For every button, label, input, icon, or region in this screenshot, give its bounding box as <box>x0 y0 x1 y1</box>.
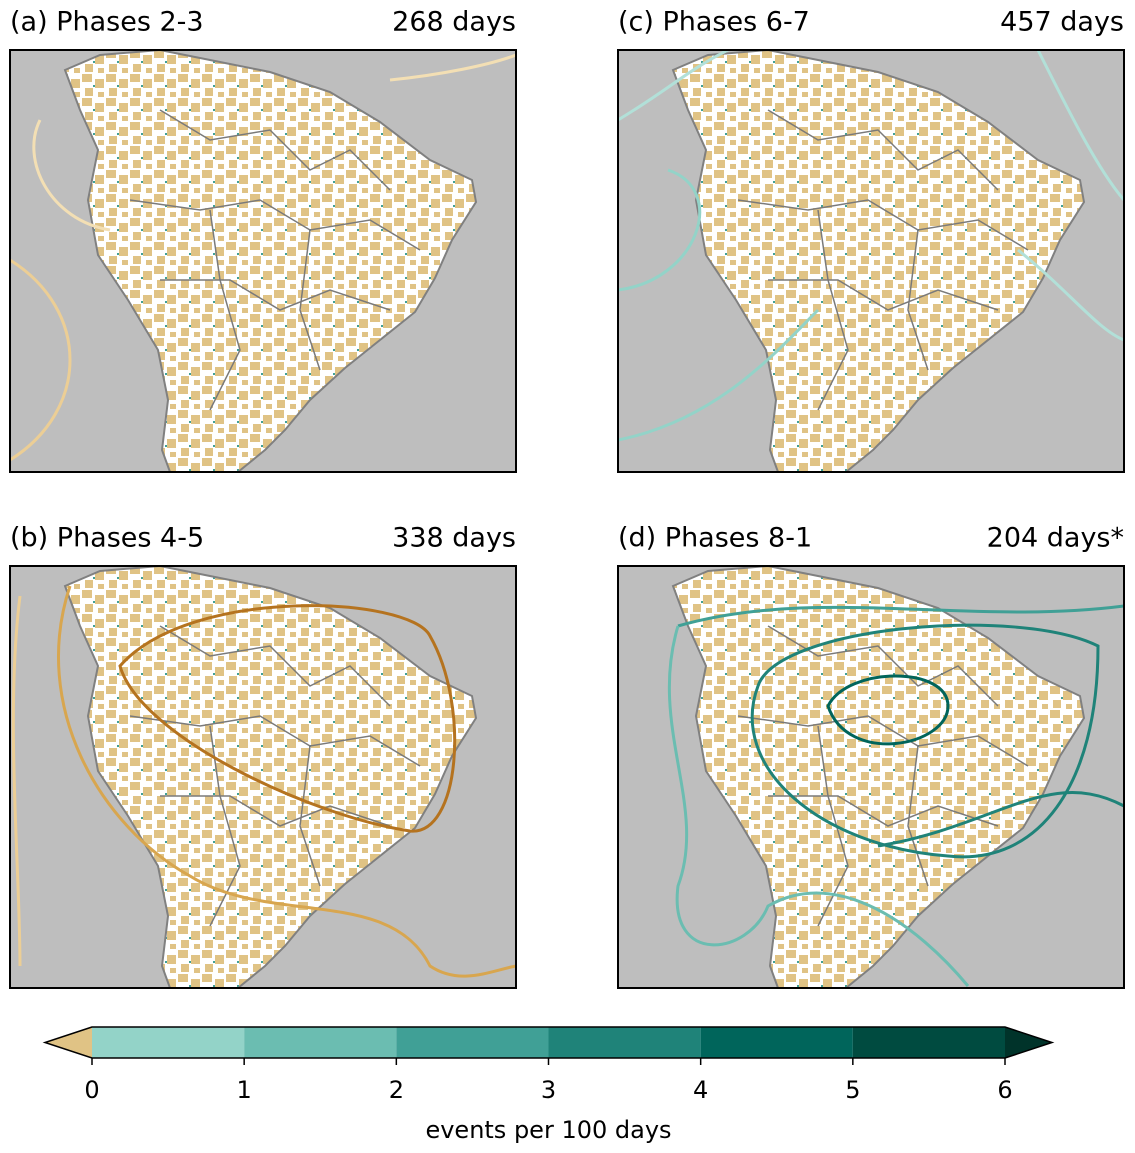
page: (a) Phases 2-3 268 days (b) Phases 4-5 338 … <box>0 0 1135 1153</box>
colorbar-bin <box>396 1027 548 1058</box>
panel-days: 457 days <box>1000 7 1124 38</box>
colorbar-over <box>1005 1027 1052 1058</box>
panel-title: (d) Phases 8-1 <box>618 523 812 554</box>
map-panel <box>10 50 516 472</box>
panel-days: 338 days <box>392 523 516 554</box>
colorbar-bin <box>549 1027 701 1058</box>
figure: (a) Phases 2-3 268 days (b) Phases 4-5 338 … <box>0 0 1135 1149</box>
colorbar-bin <box>701 1027 853 1058</box>
colorbar-under <box>45 1027 92 1058</box>
panel-title: (a) Phases 2-3 <box>10 7 204 38</box>
colorbar-tick-label: 1 <box>237 1076 252 1104</box>
map-panel <box>618 566 1124 988</box>
colorbar-tick-label: 2 <box>389 1076 404 1104</box>
colorbar-tick-label: 0 <box>84 1076 99 1104</box>
colorbar-tick-label: 4 <box>693 1076 708 1104</box>
panel-days: 204 days* <box>987 523 1124 554</box>
colorbar-tick-label: 3 <box>541 1076 556 1104</box>
colorbar-bin <box>853 1027 1005 1058</box>
panel-title: (b) Phases 4-5 <box>10 523 204 554</box>
colorbar-bin <box>92 1027 244 1058</box>
colorbar-bin <box>244 1027 396 1058</box>
map-panel <box>618 50 1124 472</box>
colorbar-tick-label: 6 <box>997 1076 1012 1104</box>
panel-days: 268 days <box>392 7 516 38</box>
colorbar-label: events per 100 days <box>425 1116 671 1144</box>
map-panel <box>10 566 516 988</box>
colorbar-tick-label: 5 <box>845 1076 860 1104</box>
panel-title: (c) Phases 6-7 <box>618 7 810 38</box>
